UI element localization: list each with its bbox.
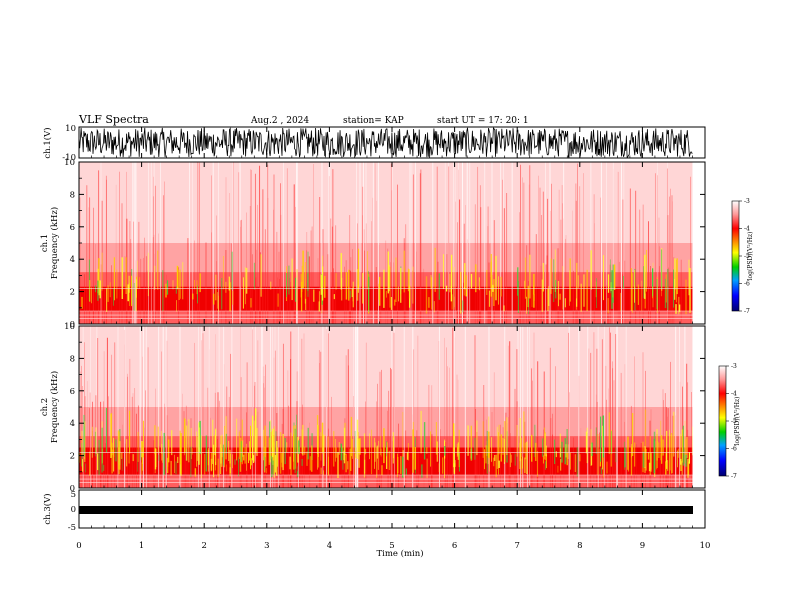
colorbar-tick-label: -7 — [731, 473, 737, 480]
ch1-spectrogram-ylabel-channel: ch.1 — [40, 234, 50, 252]
ch1-ytick-label: 6 — [70, 223, 75, 233]
spectrogram-intense-band — [79, 286, 693, 312]
colorbar-tick-label: -5 — [731, 418, 737, 425]
figure-title: VLF Spectra — [78, 113, 149, 126]
x-tick-label: 10 — [700, 541, 711, 551]
colorbar-tick-label: -3 — [744, 198, 750, 205]
x-tick-label: 5 — [389, 541, 394, 551]
ch2-spectrogram-image — [78, 326, 705, 488]
ch1-spectrogram-panel: 0 2 4 6 8 10 ch.1 Frequency (kHz) — [40, 158, 706, 330]
x-axis-ticks: 0 1 2 3 4 5 6 7 8 9 10 — [76, 127, 710, 551]
x-tick-label: 0 — [76, 541, 81, 551]
colorbar-tick-label: -7 — [744, 308, 750, 315]
ch2-ytick-label: 0 — [70, 484, 75, 494]
ch1-ytick-label: 10 — [64, 158, 75, 168]
ch3-waveform-ylabel: ch.3(V) — [42, 493, 53, 524]
ch1-waveform-trace — [78, 127, 693, 158]
ch1-ytick-bottom: -10 — [62, 153, 76, 163]
ch1-colorbar: -3 -4 -5 -6 -7 log(PSD)(V²/Hz) — [731, 198, 754, 315]
ch2-ytick-label: 6 — [70, 387, 75, 397]
date-label: Aug.2 , 2024 — [250, 116, 309, 126]
x-tick-label: 6 — [452, 541, 457, 551]
ch2-colorbar-gradient — [718, 365, 727, 477]
x-tick-label: 4 — [327, 541, 332, 551]
station-label: station= KAP — [343, 116, 404, 126]
colorbar-tick-label: -5 — [744, 253, 750, 260]
ch1-ytick-top: 10 — [65, 124, 76, 134]
colorbar-tick-label: -6 — [744, 281, 750, 288]
spectrogram-empty-tail — [692, 162, 705, 324]
ch2-ytick-label: 10 — [64, 322, 75, 332]
x-tick-label: 3 — [264, 541, 269, 551]
x-tick-label: 8 — [577, 541, 582, 551]
colorbar-tick-label: -6 — [731, 446, 737, 453]
x-tick-label: 1 — [139, 541, 144, 551]
ch1-colorbar-gradient — [731, 200, 740, 312]
ch1-ytick-label: 0 — [70, 320, 75, 330]
ch3-ytick-top: 5 — [71, 490, 76, 500]
ch3-ytick-bottom: -5 — [68, 523, 76, 533]
ch1-spectrogram-ylabel-frequency: Frequency (kHz) — [49, 207, 60, 279]
x-tick-label: 2 — [201, 541, 206, 551]
spectrogram-empty-tail — [692, 326, 705, 488]
ch1-ytick-label: 2 — [70, 288, 75, 298]
ch1-waveform-panel: 10 -10 ch.1(V) — [42, 124, 706, 163]
x-axis-label: Time (min) — [376, 548, 423, 559]
x-tick-label: 9 — [640, 541, 645, 551]
colorbar-tick-label: -3 — [731, 363, 737, 370]
ch1-ytick-label: 8 — [70, 190, 75, 200]
ch1-colorbar-label: log(PSD)(V²/Hz) — [747, 232, 754, 281]
colorbar-tick-label: -4 — [744, 226, 750, 233]
ch2-spectrogram-ylabel-channel: ch.2 — [40, 398, 50, 416]
ch1-waveform-ylabel: ch.1(V) — [42, 127, 53, 158]
ch2-colorbar: -3 -4 -5 -6 -7 log(PSD)(V²/Hz) — [718, 363, 741, 480]
ch1-ytick-label: 4 — [70, 255, 75, 265]
ch2-ytick-label: 4 — [70, 419, 75, 429]
start-ut-label: start UT = 17: 20: 1 — [437, 116, 529, 126]
ch2-spectrogram-panel: 0 2 4 6 8 10 ch.2 Frequency (kHz) — [40, 322, 706, 494]
colorbar-tick-label: -4 — [731, 391, 737, 398]
x-tick-label: 7 — [514, 541, 519, 551]
ch2-ytick-label: 2 — [70, 452, 75, 462]
ch3-waveform-trace — [79, 506, 693, 514]
ch1-spectrogram-image — [79, 162, 705, 324]
ch2-ytick-label: 8 — [70, 354, 75, 364]
ch2-colorbar-label: log(PSD)(V²/Hz) — [734, 397, 741, 446]
ch3-ytick-mid: 0 — [71, 505, 76, 515]
ch2-spectrogram-ylabel-frequency: Frequency (kHz) — [49, 371, 60, 443]
